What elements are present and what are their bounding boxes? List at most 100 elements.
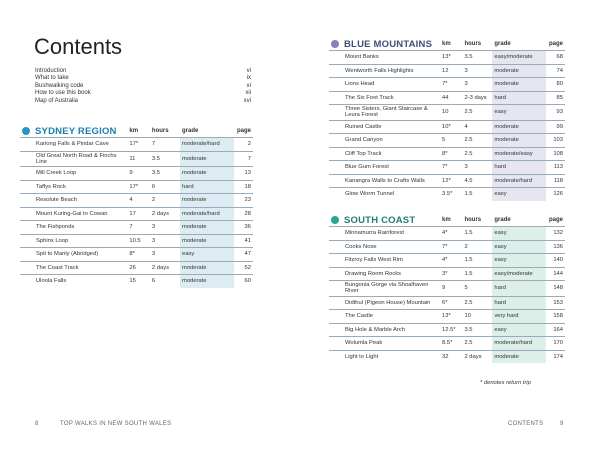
km: 10.5 [127,233,150,248]
column-header: hours [464,41,482,47]
walk-row: Kanangra Walls to Crafts Walls 12* 4.5 mode… [329,173,565,188]
page: 47 [233,247,253,262]
km: 17* [127,179,150,194]
walk-row: Fitzroy Falls West Rim 4* 1.5 easy 140 [329,253,565,267]
grade: moderate [492,133,546,148]
hours: 3 [149,247,180,262]
grade: very hard [492,309,546,324]
front-label: Introduction [35,68,67,74]
walk-name: Cliff Top Track [329,146,441,161]
grade: easy [492,226,546,240]
walk-name: Sphinx Loop [20,233,128,248]
page: 158 [545,309,565,324]
front-label: Map of Australia [35,97,79,104]
hours: 1.5 [462,226,493,240]
running-title: CONTENTS [508,421,544,427]
hours: 3 [149,220,180,235]
front-item: How to use this book xii [35,90,251,97]
walk-row: Mount Kuring-Gai to Cowan 17 2 days moderat… [20,206,253,221]
walk-row: Glow Worm Tunnel 3.5* 1.5 easy 126 [329,187,565,201]
walk-name: Resolute Beach [20,193,128,208]
grade: easy [179,247,234,262]
grade: moderate [179,193,234,208]
km: 10 [440,104,463,121]
front-item: Map of Australia xvi [35,98,251,105]
page: 103 [545,133,565,148]
walk-row: Wentworth Falls Highlights 12 3 moderate 74 [329,63,565,78]
page: 28 [233,206,253,221]
grade: moderate [179,150,234,167]
hours: 2 [462,239,493,254]
hours: 4 [462,119,493,134]
km: 8.5* [440,336,463,351]
hours: 2.5 [462,133,493,148]
contents-table: BLUE MOUNTAINS km hours grade page Mount Bank… [329,38,565,201]
grade: hard [492,280,546,297]
walk-name: Uloola Falls [20,274,128,288]
page-number: 8 [35,421,39,427]
walk-row: Grand Canyon 5 2.5 moderate 103 [329,133,565,148]
page: 148 [545,280,565,297]
hours: 4.5 [462,173,493,188]
walk-row: Big Hole & Marble Arch 12.5* 3.5 easy 164 [329,322,565,337]
km: 12* [440,173,463,188]
hours: 2 days [149,260,180,275]
walk-row: Ruined Castle 10* 4 moderate 99 [329,119,565,134]
hours: 6 [149,179,180,194]
page: 164 [545,322,565,337]
front-item: What to take ix [35,75,251,82]
grade: moderate/hard [492,173,546,188]
walk-name: Wolumla Peak [329,336,441,351]
hours: 5 [462,280,493,297]
walk-row: Old Great North Road & Finchs Line 11 3.5 m… [20,150,253,167]
page: 60 [233,274,253,288]
grade: easy [492,187,546,201]
walk-row: Minnamurra Rainforest 4* 1.5 easy 132 [329,226,565,240]
walk-name: Fitzroy Falls West Rim [329,253,441,267]
km: 9 [440,280,463,297]
km: 4* [440,226,463,240]
walk-row: Resolute Beach 4 2 moderate 23 [20,193,253,208]
grade: moderate [492,349,546,364]
km: 9 [127,166,150,181]
page: 52 [233,260,253,275]
walk-row: Three Sisters, Giant Staircase & Leura F… [329,104,565,121]
section-title: SOUTH COAST [329,214,440,227]
km: 12.5* [440,322,463,337]
section-dot [22,126,30,135]
column-header: grade [181,128,199,134]
grade: hard [492,90,546,105]
walk-name: Drawing Room Rocks [329,266,441,281]
section-name: SOUTH COAST [344,214,416,226]
front-page: xvi [243,97,251,104]
km: 7* [440,239,463,254]
front-page: vi [246,68,251,74]
section-name: SYDNEY REGION [35,125,117,137]
walk-name: The Fishponds [20,220,128,235]
walk-row: Light to Light 32 2 days moderate 174 [329,349,565,364]
walk-name: Cooks Nose [329,239,441,254]
walk-row: Didthul (Pigeon House) Mountain 6* 2.5 hard… [329,295,565,310]
grade: easy [492,253,546,267]
running-title: TOP WALKS IN NEW SOUTH WALES [60,421,172,427]
hours: 10 [462,309,493,324]
km: 6* [440,295,463,310]
walk-name: Three Sisters, Giant Staircase & Leura F… [329,104,441,121]
page: 68 [545,50,565,64]
grade: moderate [179,166,234,181]
walk-name: Spit to Manly (Abridged) [20,247,128,262]
hours: 2.5 [462,336,493,351]
column-header: hours [151,128,169,134]
walk-name: Blue Gum Forest [329,160,441,175]
page: 136 [545,239,565,254]
front-item: Introduction vi [35,68,251,75]
hours: 3.5 [149,150,180,167]
walk-name: Didthul (Pigeon House) Mountain [329,295,441,310]
hours: 2.5 [462,104,493,121]
page: 23 [233,193,253,208]
km: 44 [440,90,463,105]
km: 7* [440,160,463,175]
hours: 1.5 [462,266,493,281]
